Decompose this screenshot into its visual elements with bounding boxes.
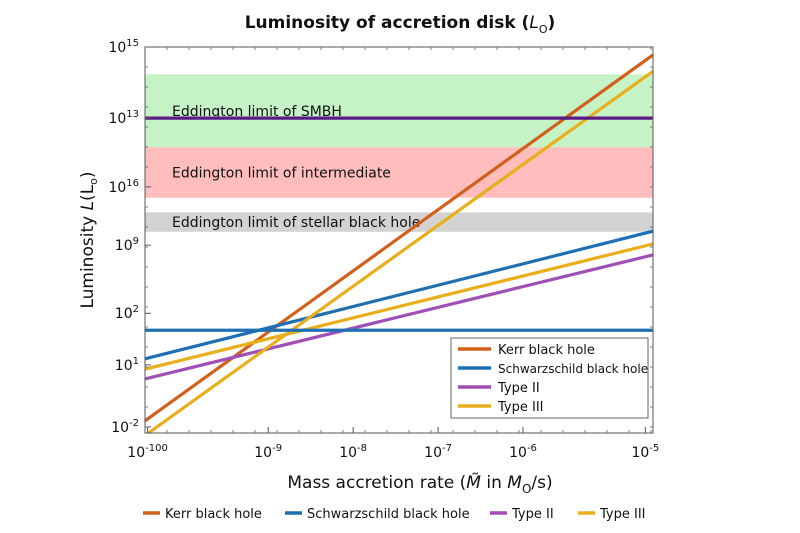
legend-label: Type III bbox=[599, 507, 646, 522]
tick-exponent: -7 bbox=[442, 443, 452, 454]
y-tick-label: 1013 bbox=[108, 109, 139, 127]
x-tick-label: 10-6 bbox=[509, 443, 537, 461]
x-tick-label: 10-100 bbox=[127, 443, 168, 461]
tick-base: 10 bbox=[424, 445, 442, 461]
eddington-bands: Eddington limit of SMBH Eddington limit o… bbox=[145, 74, 653, 232]
tick-exponent: -2 bbox=[129, 418, 139, 429]
tick-exponent: -6 bbox=[527, 443, 537, 454]
tick-exponent: 2 bbox=[133, 304, 139, 315]
y-axis-label: Luminosity L(Lo) bbox=[78, 171, 100, 308]
series-line-type-iii bbox=[147, 70, 654, 435]
x-tick-label: 10-5 bbox=[631, 443, 659, 461]
tick-exponent: -100 bbox=[145, 443, 168, 454]
tick-exponent: 15 bbox=[126, 38, 139, 49]
y-tick-label: 101 bbox=[115, 356, 139, 374]
x-tick-label: 10-8 bbox=[339, 443, 367, 461]
tick-base: 10 bbox=[111, 420, 129, 436]
tick-base: 10 bbox=[509, 445, 527, 461]
legend-label: Schwarzschild black hole bbox=[307, 507, 470, 522]
tick-base: 10 bbox=[108, 40, 126, 56]
legend-label: Type III bbox=[497, 400, 544, 415]
y-tick-label: 1016 bbox=[108, 178, 139, 196]
tick-base: 10 bbox=[108, 111, 126, 127]
tick-base: 10 bbox=[127, 445, 145, 461]
band-2 bbox=[145, 212, 653, 232]
axis-ticks: 10-100 10-9 10-8 10-7 10-6 10-510151013101610… bbox=[108, 38, 659, 461]
tick-exponent: 1 bbox=[133, 356, 139, 367]
tick-base: 10 bbox=[631, 445, 649, 461]
legend-label: Type II bbox=[511, 507, 554, 522]
plot-frame bbox=[144, 46, 654, 434]
tick-exponent: 16 bbox=[126, 178, 139, 189]
legend-label: Kerr black hole bbox=[498, 343, 595, 358]
band-label: Eddington limit of stellar black hole bbox=[172, 215, 420, 231]
x-axis-label: Mass accretion rate (M̃ in MO/s) bbox=[287, 472, 552, 496]
tick-base: 10 bbox=[115, 358, 133, 374]
x-tick-label: 10-9 bbox=[254, 443, 282, 461]
y-tick-label: 109 bbox=[115, 236, 139, 254]
tick-exponent: -5 bbox=[649, 443, 659, 454]
tick-base: 10 bbox=[254, 445, 272, 461]
legend-label: Type II bbox=[497, 381, 540, 396]
band-label: Eddington limit of SMBH bbox=[172, 104, 342, 120]
chart-title: Luminosity of accretion disk (LO) bbox=[245, 13, 556, 36]
tick-exponent: -9 bbox=[272, 443, 282, 454]
tick-base: 10 bbox=[339, 445, 357, 461]
x-tick-label: 10-7 bbox=[424, 443, 452, 461]
tick-base: 10 bbox=[115, 238, 133, 254]
y-tick-label: 1015 bbox=[108, 38, 139, 56]
band-label: Eddington limit of intermediate bbox=[172, 166, 391, 182]
series-lines bbox=[144, 53, 654, 435]
legend-label: Schwarzschild black hole bbox=[498, 362, 648, 376]
y-tick-label: 102 bbox=[115, 304, 139, 322]
band-0 bbox=[145, 74, 653, 148]
tick-base: 10 bbox=[108, 180, 126, 196]
tick-exponent: 9 bbox=[133, 236, 139, 247]
series-line-type-ii bbox=[144, 253, 654, 381]
legend-bottom: Kerr black hole Schwarzschild black hole T… bbox=[143, 507, 646, 522]
series-line-schwarzschild-black-hole bbox=[144, 229, 654, 361]
legend-inside: Kerr black hole Schwarzschild black hole T… bbox=[450, 337, 649, 419]
tick-base: 10 bbox=[115, 306, 133, 322]
band-1 bbox=[145, 147, 653, 198]
series-line-unlabeled-4 bbox=[144, 242, 654, 371]
legend-label: Kerr black hole bbox=[165, 507, 262, 522]
tick-exponent: -8 bbox=[357, 443, 367, 454]
tick-exponent: 13 bbox=[126, 109, 139, 120]
y-tick-label: 10-2 bbox=[111, 418, 139, 436]
